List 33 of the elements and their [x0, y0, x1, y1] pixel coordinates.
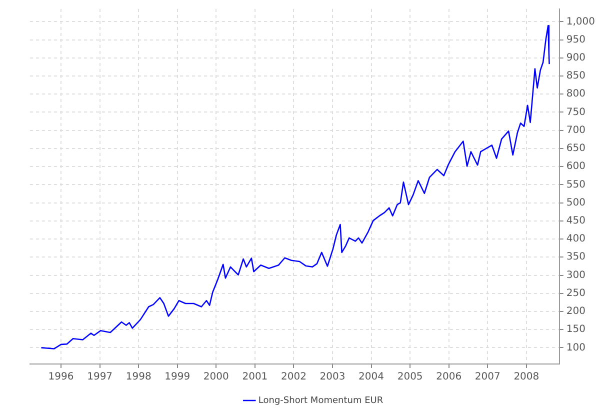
x-tick-label: 2006 [436, 372, 462, 383]
x-tick-label: 2005 [397, 372, 423, 383]
y-tick-label: 300 [566, 270, 586, 281]
x-tick-label: 1999 [164, 372, 190, 383]
x-tick-label: 2007 [474, 372, 500, 383]
y-tick-label: 750 [566, 106, 586, 118]
y-tick-label: 600 [566, 161, 586, 172]
y-tick-label: 100 [566, 342, 586, 354]
legend-label: Long-Short Momentum EUR [258, 396, 384, 406]
y-tick-label: 400 [566, 234, 586, 245]
x-tick-label: 2004 [358, 372, 384, 383]
y-tick-label: 250 [566, 288, 586, 299]
y-tick-label: 650 [566, 143, 586, 154]
y-tick-label: 800 [566, 88, 586, 100]
x-tick-label: 2000 [203, 372, 229, 383]
y-tick-label: 950 [566, 34, 586, 46]
y-tick-label: 200 [566, 306, 586, 318]
y-tick-label: 900 [566, 52, 586, 64]
x-tick-label: 2001 [242, 372, 268, 383]
y-tick-label: 1,000 [566, 16, 596, 28]
x-tick-label: 2008 [514, 372, 540, 383]
x-tick-label: 1996 [48, 372, 74, 383]
y-tick-label: 150 [566, 324, 586, 336]
x-tick-label: 2003 [320, 372, 346, 383]
y-tick-label: 550 [566, 179, 586, 190]
y-tick-label: 500 [566, 197, 586, 208]
y-tick-label: 450 [566, 216, 586, 227]
y-tick-label: 350 [566, 252, 586, 263]
x-tick-label: 1998 [126, 372, 152, 383]
x-tick-label: 2002 [280, 372, 306, 383]
y-tick-label: 850 [566, 70, 586, 82]
y-tick-label: 700 [566, 124, 586, 136]
x-tick-label: 1997 [87, 372, 113, 383]
